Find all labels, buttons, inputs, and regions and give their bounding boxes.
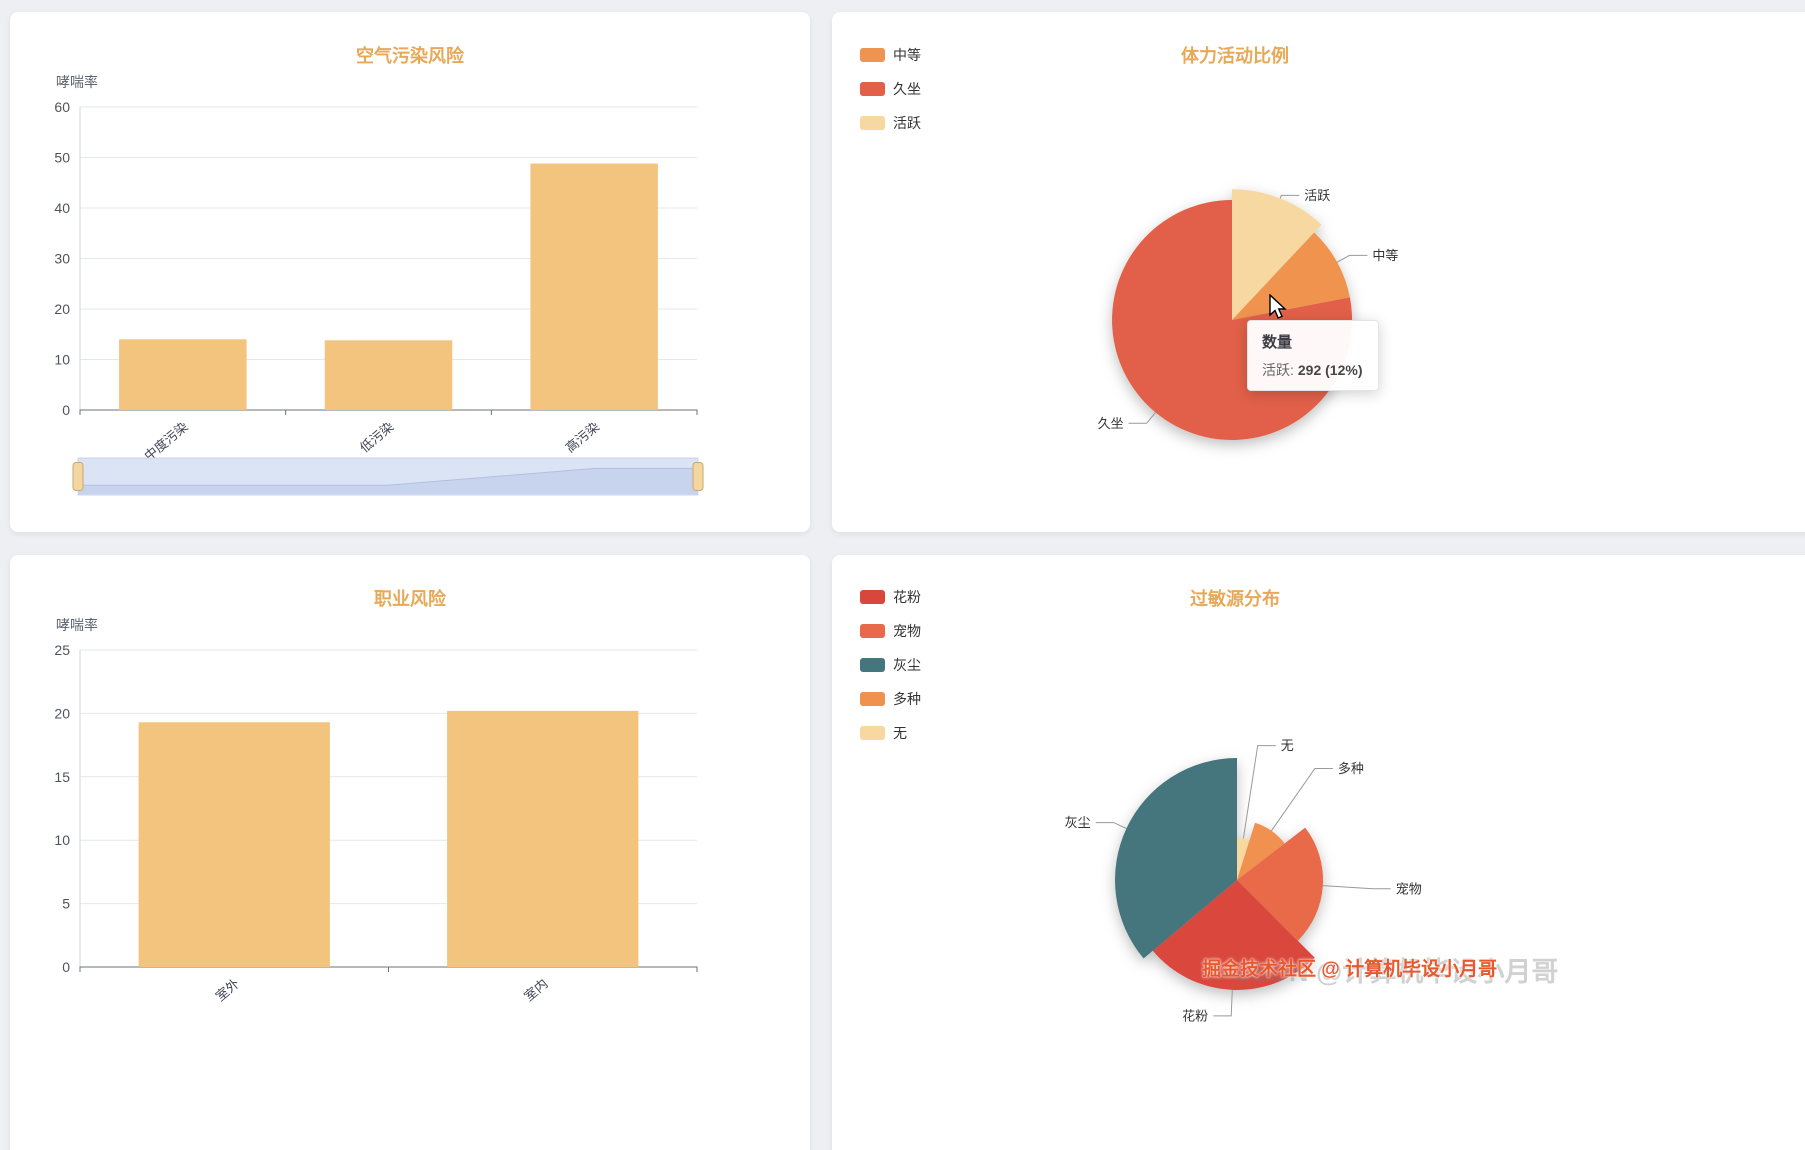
legend-label: 花粉 (893, 589, 921, 605)
legend-item-花粉[interactable]: 花粉 (860, 587, 921, 607)
legend-label: 多种 (893, 691, 921, 707)
pie-label-活跃: 活跃 (1304, 188, 1330, 203)
pie-label-line (1242, 745, 1276, 839)
panel-allergen-distribution: 过敏源分布 花粉 宠物 灰尘 多种无 无多种 宠物 花粉 灰尘 (832, 555, 1805, 1150)
pie-label-line (1095, 822, 1127, 829)
legend-item-灰尘[interactable]: 灰尘 (860, 655, 921, 675)
panel-occupation-risk: 职业风险 哮喘率 0 5 10 15 20 25 室外 室内 (10, 555, 810, 1150)
chart-tooltip: 数量 活跃: 292 (12%) (1247, 320, 1379, 391)
y-tick-label: 15 (54, 769, 70, 785)
allergen-chart-legend: 花粉 宠物 灰尘 多种无 (860, 587, 921, 743)
panel-activity-ratio: 体力活动比例 中等 久坐 活跃 活跃 中等 久坐 数量 活跃: 292 (12%) (832, 12, 1805, 532)
pie-label-line (1336, 254, 1368, 263)
air-pollution-bar-chart-canvas[interactable]: 0 10 20 30 40 50 60 中度污染 低污染 高污染 (10, 12, 810, 532)
pie-label-灰尘: 灰尘 (1065, 815, 1091, 830)
legend-label: 灰尘 (893, 657, 921, 673)
legend-item-无[interactable]: 无 (860, 723, 921, 743)
pie-slice-灰尘[interactable] (1114, 758, 1237, 959)
chart-title-allergen-distribution: 过敏源分布 (1190, 589, 1280, 609)
pie-label-line (1322, 885, 1391, 890)
pie-slice-无[interactable] (1237, 837, 1250, 880)
pie-slice-宠物[interactable] (1237, 827, 1324, 941)
tooltip-value-line: 活跃: 292 (12%) (1262, 360, 1364, 380)
legend-label: 中等 (893, 47, 921, 63)
pie-label-宠物: 宠物 (1396, 881, 1422, 896)
y-axis-name-asthma-rate: 哮喘率 (56, 74, 98, 90)
legend-swatch (860, 624, 885, 638)
y-tick-label: 40 (54, 200, 70, 216)
pie-slice-多种[interactable] (1237, 822, 1285, 880)
legend-item-活跃[interactable]: 活跃 (860, 113, 921, 133)
x-category-label: 室内 (521, 976, 551, 1004)
pie-label-line (1128, 412, 1156, 424)
y-tick-label: 30 (54, 251, 70, 267)
y-tick-label: 10 (54, 832, 70, 848)
y-tick-label: 0 (62, 402, 70, 418)
pie-slice-花粉[interactable] (1152, 880, 1315, 990)
bar-室外[interactable] (138, 722, 330, 967)
bar-低污染[interactable] (324, 340, 453, 410)
legend-swatch (860, 48, 885, 62)
pie-label-line (1213, 989, 1233, 1017)
legend-swatch (860, 658, 885, 672)
x-category-label: 室外 (213, 976, 243, 1004)
y-tick-label: 20 (54, 705, 70, 721)
x-category-label: 低污染 (357, 419, 397, 456)
bar-中度污染[interactable] (119, 339, 247, 410)
pie-body (1114, 758, 1324, 990)
tooltip-item-name: 活跃: (1262, 362, 1294, 378)
pie-slice-中等[interactable] (1232, 232, 1350, 321)
x-category-label: 中度污染 (141, 419, 190, 464)
tooltip-item-value: 292 (12%) (1297, 362, 1363, 378)
chart-title-air-pollution: 空气污染风险 (356, 46, 464, 66)
legend-item-宠物[interactable]: 宠物 (860, 621, 921, 641)
legend-item-久坐[interactable]: 久坐 (860, 79, 921, 99)
legend-swatch (860, 692, 885, 706)
legend-label: 无 (893, 725, 907, 741)
legend-item-中等[interactable]: 中等 (860, 45, 921, 65)
bar-室内[interactable] (447, 710, 639, 967)
bar-高污染[interactable] (530, 163, 658, 410)
legend-swatch (860, 590, 885, 604)
y-tick-label: 5 (62, 896, 70, 912)
datazoom-handle-left[interactable] (72, 462, 84, 491)
pie-label-花粉: 花粉 (1182, 1008, 1208, 1023)
legend-label: 宠物 (893, 623, 921, 639)
x-category-label: 高污染 (563, 419, 603, 456)
panel-air-pollution-risk: 空气污染风险 哮喘率 0 10 20 30 40 50 60 中度污染 低污染 高污染 (10, 12, 810, 532)
datazoom-handle-right[interactable] (692, 462, 704, 491)
pie-slice-活跃[interactable] (1232, 189, 1322, 320)
occupation-bar-chart-canvas[interactable]: 0 5 10 15 20 25 室外 室内 (10, 555, 810, 1150)
y-axis-name-asthma-rate: 哮喘率 (56, 617, 98, 633)
datazoom-overview-area (78, 468, 698, 494)
mouse-cursor-icon (1269, 294, 1287, 319)
legend-label: 活跃 (893, 115, 921, 131)
legend-item-多种[interactable]: 多种 (860, 689, 921, 709)
y-tick-label: 10 (54, 352, 70, 368)
pie-label-line (1270, 768, 1333, 832)
legend-swatch (860, 82, 885, 96)
y-tick-label: 60 (54, 99, 70, 115)
y-tick-label: 50 (54, 150, 70, 166)
pie-label-无: 无 (1281, 738, 1294, 753)
tooltip-series-name: 数量 (1262, 334, 1293, 351)
pie-label-中等: 中等 (1372, 248, 1398, 263)
legend-swatch (860, 116, 885, 130)
y-tick-label: 0 (62, 959, 70, 975)
datazoom-overview-line (78, 467, 698, 486)
chart-title-occupation-risk: 职业风险 (374, 589, 446, 609)
y-tick-label: 25 (54, 642, 70, 658)
datazoom-selected-range[interactable] (78, 458, 698, 495)
chart-title-activity-ratio: 体力活动比例 (1181, 46, 1289, 66)
legend-label: 久坐 (893, 81, 921, 97)
activity-chart-legend: 中等 久坐 活跃 (860, 45, 921, 133)
legend-swatch (860, 726, 885, 740)
pie-label-line (1279, 194, 1300, 199)
pie-label-久坐: 久坐 (1098, 416, 1124, 431)
pie-label-多种: 多种 (1338, 761, 1364, 776)
y-tick-label: 20 (54, 301, 70, 317)
pie-body (1112, 189, 1353, 440)
